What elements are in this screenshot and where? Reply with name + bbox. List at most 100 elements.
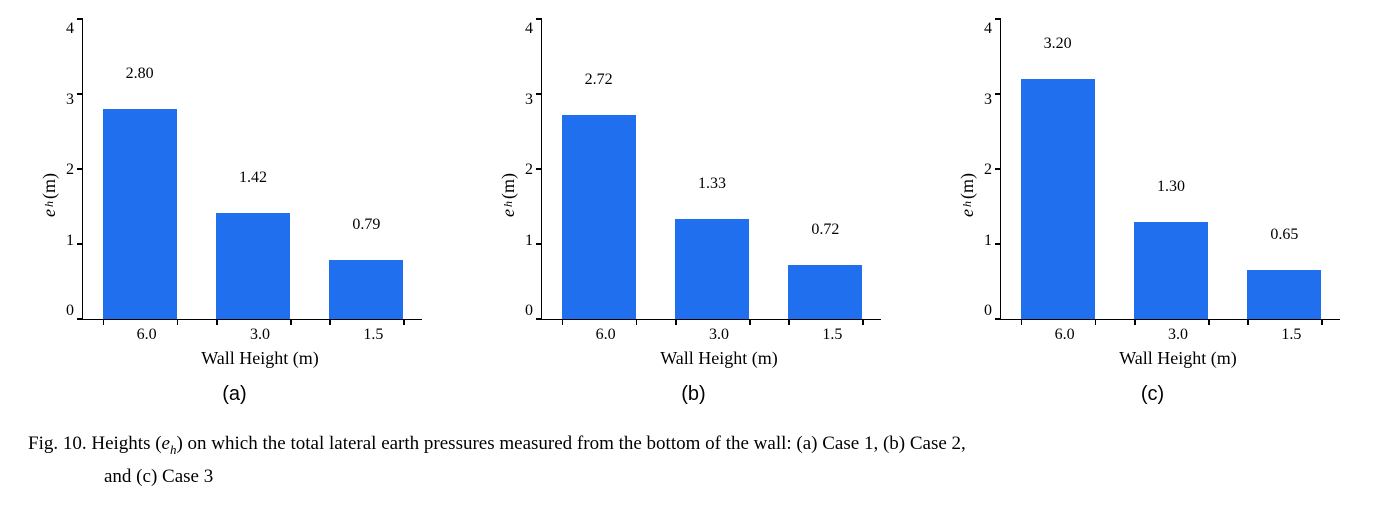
bar xyxy=(675,219,749,319)
spacer xyxy=(525,320,549,344)
x-tick-label: 3.0 xyxy=(709,326,729,344)
chart-wrap: eh (m)432102.801.420.796.03.01.5Wall Hei… xyxy=(39,20,430,369)
panel-caption: (c) xyxy=(1141,383,1164,406)
x-ticks: 6.0 3.0 1.5 xyxy=(1008,320,1348,344)
xticks-row: 6.0 3.0 1.5 xyxy=(66,320,430,344)
bar-value-label: 1.33 xyxy=(698,175,726,197)
plot-area: 2.801.420.79 xyxy=(82,20,422,320)
y-tick-label: 1 xyxy=(984,232,992,250)
chart-wrap: eh (m)432103.201.300.656.03.01.5Wall Hei… xyxy=(957,20,1348,369)
bar xyxy=(216,213,290,320)
caption-prefix: Fig. 10. xyxy=(28,433,87,454)
x-ticks: 6.03.01.5 xyxy=(549,320,889,344)
xlabel-row: Wall Height (m) xyxy=(984,344,1348,369)
y-tick-label: 0 xyxy=(984,302,992,320)
xticks-row: 6.03.01.5 xyxy=(525,320,889,344)
xticks-row: 6.0 3.0 1.5 xyxy=(984,320,1348,344)
y-tick-label: 4 xyxy=(66,20,74,38)
x-axis-label: Wall Height (m) xyxy=(1008,348,1348,369)
y-tick-mark xyxy=(77,318,83,320)
plot-area: 3.201.300.65 xyxy=(1000,20,1340,320)
ylabel-subscript: h xyxy=(42,201,57,207)
panels-row: eh (m)432102.801.420.796.03.01.5Wall Hei… xyxy=(10,20,1377,406)
y-tick-label: 2 xyxy=(984,161,992,179)
y-tick-mark xyxy=(77,168,83,170)
y-tick-label: 1 xyxy=(66,232,74,250)
xlabel-row: Wall Height (m) xyxy=(66,344,430,369)
y-tick-label: 0 xyxy=(525,302,533,320)
xlabel-row: Wall Height (m) xyxy=(525,344,889,369)
plot-area: 2.721.330.72 xyxy=(541,20,881,320)
bar-value-label: 2.72 xyxy=(585,71,613,93)
x-axis-label: Wall Height (m) xyxy=(90,348,430,369)
ylabel-unit: (m) xyxy=(957,173,978,199)
bar-value-label: 0.79 xyxy=(352,216,380,238)
y-tick-mark xyxy=(536,243,542,245)
y-tick-mark xyxy=(77,18,83,20)
chart-panel-b: eh (m)432102.721.330.726.03.01.5Wall Hei… xyxy=(498,20,889,406)
ylabel-subscript: h xyxy=(501,201,516,207)
x-tick-label: 1.5 xyxy=(1281,326,1301,344)
bar xyxy=(562,115,636,319)
plot-row: 432102.801.420.79 xyxy=(66,20,430,320)
y-tick-mark xyxy=(536,93,542,95)
ylabel-symbol: e xyxy=(957,209,978,217)
y-ticks: 43210 xyxy=(66,20,82,320)
chart-panel-a: eh (m)432102.801.420.796.03.01.5Wall Hei… xyxy=(39,20,430,406)
y-tick-label: 2 xyxy=(525,161,533,179)
spacer xyxy=(984,320,1008,344)
x-ticks: 6.0 3.0 1.5 xyxy=(90,320,430,344)
figure-caption: Fig. 10. Heights (eh) on which the total… xyxy=(10,428,1377,493)
bar xyxy=(788,265,862,319)
y-tick-mark xyxy=(995,93,1001,95)
bar xyxy=(1247,270,1321,319)
x-tick-label: 1.5 xyxy=(363,326,383,344)
y-ticks: 4 3 2 1 0 xyxy=(525,20,541,320)
panel-caption: (b) xyxy=(681,383,705,406)
x-tick-label: 6.0 xyxy=(137,326,157,344)
y-tick-label: 3 xyxy=(66,91,74,109)
y-tick-label: 4 xyxy=(525,20,533,38)
plot-row: 432102.721.330.72 xyxy=(525,20,889,320)
chart-panel-c: eh (m)432103.201.300.656.03.01.5Wall Hei… xyxy=(957,20,1348,406)
bar xyxy=(103,109,177,319)
x-tick-label: 3.0 xyxy=(250,326,270,344)
y-tick-label: 3 xyxy=(984,91,992,109)
x-tick-label: 6.0 xyxy=(1055,326,1075,344)
y-tick-label: 4 xyxy=(984,20,992,38)
y-tick-label: 1 xyxy=(525,232,533,250)
spacer xyxy=(66,344,90,369)
bar xyxy=(329,260,403,319)
y-tick-mark xyxy=(995,168,1001,170)
plot-row: 432103.201.300.65 xyxy=(984,20,1348,320)
y-tick-mark xyxy=(536,318,542,320)
bar-value-label: 1.30 xyxy=(1157,178,1185,200)
bar-value-label: 1.42 xyxy=(239,169,267,191)
bar xyxy=(1134,222,1208,320)
y-axis-label: eh (m) xyxy=(39,173,60,217)
y-tick-label: 2 xyxy=(66,161,74,179)
chart-inner: 432103.201.300.656.03.01.5Wall Height (m… xyxy=(984,20,1348,369)
y-tick-mark xyxy=(995,243,1001,245)
ylabel-unit: (m) xyxy=(498,173,519,199)
x-tick-label: 1.5 xyxy=(822,326,842,344)
y-tick-label: 3 xyxy=(525,91,533,109)
y-axis-label: eh (m) xyxy=(498,173,519,217)
chart-wrap: eh (m)432102.721.330.726.03.01.5Wall Hei… xyxy=(498,20,889,369)
chart-inner: 432102.801.420.796.03.01.5Wall Height (m… xyxy=(66,20,430,369)
y-ticks: 4 3 2 1 0 xyxy=(984,20,1000,320)
caption-symbol: e xyxy=(162,433,170,454)
y-tick-mark xyxy=(995,18,1001,20)
y-tick-mark xyxy=(536,168,542,170)
caption-text-1b: ) on which the total lateral earth press… xyxy=(176,433,965,454)
x-tick-label: 3.0 xyxy=(1168,326,1188,344)
bar-value-label: 0.65 xyxy=(1270,226,1298,248)
bar xyxy=(1021,79,1095,319)
y-tick-mark xyxy=(536,18,542,20)
spacer xyxy=(66,320,90,344)
spacer xyxy=(525,344,549,369)
spacer xyxy=(984,344,1008,369)
y-axis-label: eh (m) xyxy=(957,173,978,217)
ylabel-symbol: e xyxy=(498,209,519,217)
ylabel-symbol: e xyxy=(39,209,60,217)
